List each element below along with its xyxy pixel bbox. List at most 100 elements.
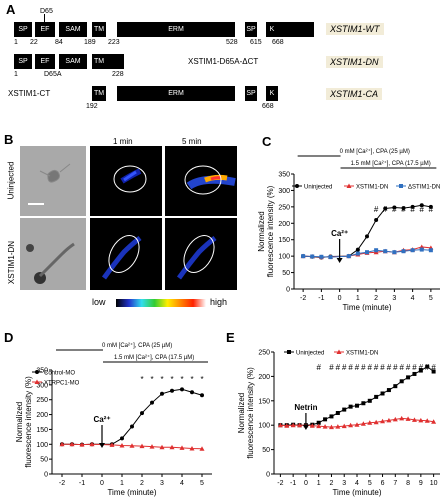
data-point: [355, 247, 360, 252]
arrow-label: Netrin: [294, 403, 317, 412]
y-axis-label-line: fluorescence intensity (%): [24, 376, 33, 468]
pos-label: 192: [86, 103, 98, 110]
data-point: [392, 416, 398, 422]
domain-k: K: [269, 26, 275, 33]
pos-label: 189: [84, 39, 96, 46]
y-tick-label: 50: [40, 457, 48, 464]
chart-e: 0 50 100 150 200 250 -2 -1 0 1 2 3 4 5 6 7 8 9 10 Time (min…: [237, 349, 440, 497]
data-point: [199, 446, 205, 451]
x-tick-label: -2: [59, 480, 65, 487]
x-tick-label: 5: [368, 480, 372, 487]
data-point: [169, 444, 175, 450]
x-axis-label: Time (minute): [342, 303, 391, 312]
significance-mark: #: [329, 363, 334, 372]
data-point: [341, 423, 347, 429]
arrow-head: [99, 443, 105, 448]
data-point: [367, 420, 373, 425]
data-point: [342, 407, 347, 412]
y-tick-label: 0: [286, 287, 290, 294]
domain-sam: SAM: [65, 58, 81, 65]
row-label: XSTIM1-DN: [7, 240, 17, 285]
data-point: [355, 403, 359, 408]
legend-marker: [336, 349, 342, 354]
y-tick-label: 300: [278, 188, 290, 195]
x-tick-label: -1: [290, 480, 296, 487]
significance-mark: #: [355, 363, 360, 372]
x-axis-label: Time (minute): [332, 488, 381, 497]
y-tick-label: 250: [36, 397, 48, 404]
significance-mark: #: [316, 363, 321, 372]
y-tick-label: 0: [266, 472, 270, 479]
data-point: [392, 250, 397, 255]
y-tick-label: 50: [262, 447, 270, 454]
data-point: [120, 436, 124, 441]
tag-wt: XSTIM1-WT: [326, 23, 384, 35]
data-point: [428, 204, 433, 209]
legend-label: XSTIM1-DN: [346, 351, 378, 357]
data-point: [419, 203, 424, 208]
significance-mark: #: [401, 205, 406, 214]
y-axis-label-line: Normalized: [257, 211, 266, 251]
x-tick-label: -2: [300, 295, 306, 302]
significance-mark: #: [348, 363, 353, 372]
data-point: [383, 206, 388, 211]
x-tick-label: 4: [355, 480, 359, 487]
mutation-label: D65: [40, 8, 53, 15]
x-tick-label: 4: [411, 295, 415, 302]
panel-label-b: B: [4, 132, 14, 147]
data-point: [411, 417, 417, 422]
data-point: [335, 424, 341, 429]
significance-mark: #: [425, 363, 430, 372]
data-point: [348, 404, 353, 409]
data-point: [431, 369, 436, 374]
data-point: [139, 443, 145, 449]
data-point: [412, 371, 417, 376]
arrow-label: Ca²⁺: [331, 229, 348, 238]
significance-mark: *: [190, 375, 193, 384]
data-point: [428, 248, 433, 253]
data-point: [348, 422, 354, 428]
data-point: [150, 400, 154, 405]
x-tick-label: 3: [160, 480, 164, 487]
y-tick-label: 200: [36, 412, 48, 419]
pos-label: 1: [14, 71, 18, 78]
significance-mark: *: [150, 375, 153, 384]
y-tick-label: 150: [258, 398, 270, 405]
x-tick-label: 8: [406, 480, 410, 487]
treatment-label: 0 mM [Ca²⁺], CPA (25 µM): [102, 342, 172, 349]
significance-mark: #: [406, 363, 411, 372]
x-tick-label: -1: [318, 295, 324, 302]
data-point: [309, 423, 315, 428]
legend-marker: [399, 184, 403, 188]
domain-tm: TM: [93, 58, 105, 65]
significance-mark: *: [140, 375, 143, 384]
data-point: [79, 442, 85, 447]
x-tick-label: 0: [100, 480, 104, 487]
data-point: [410, 204, 415, 209]
data-point: [354, 422, 360, 427]
data-point: [425, 364, 430, 369]
scale-high-label: high: [210, 297, 228, 307]
data-point: [200, 393, 204, 398]
data-point: [405, 416, 411, 421]
data-point: [159, 444, 165, 450]
data-point: [328, 255, 333, 260]
data-point: [322, 424, 328, 429]
domain-erm: ERM: [168, 26, 184, 33]
fluorescence-image: [165, 218, 237, 290]
pos-label: 528: [226, 39, 238, 46]
arrow-head: [302, 425, 309, 430]
pos-label: 668: [272, 39, 284, 46]
significance-mark: #: [336, 363, 341, 372]
y-tick-label: 250: [258, 350, 270, 357]
significance-mark: #: [393, 363, 398, 372]
data-point: [160, 391, 164, 396]
data-point: [89, 441, 95, 447]
panel-label-e: E: [226, 330, 235, 345]
legend-label: XSTIM1-DN: [356, 185, 388, 191]
significance-mark: #: [387, 363, 392, 372]
y-tick-label: 150: [278, 237, 290, 244]
x-tick-label: -1: [79, 480, 85, 487]
data-point: [290, 422, 296, 428]
